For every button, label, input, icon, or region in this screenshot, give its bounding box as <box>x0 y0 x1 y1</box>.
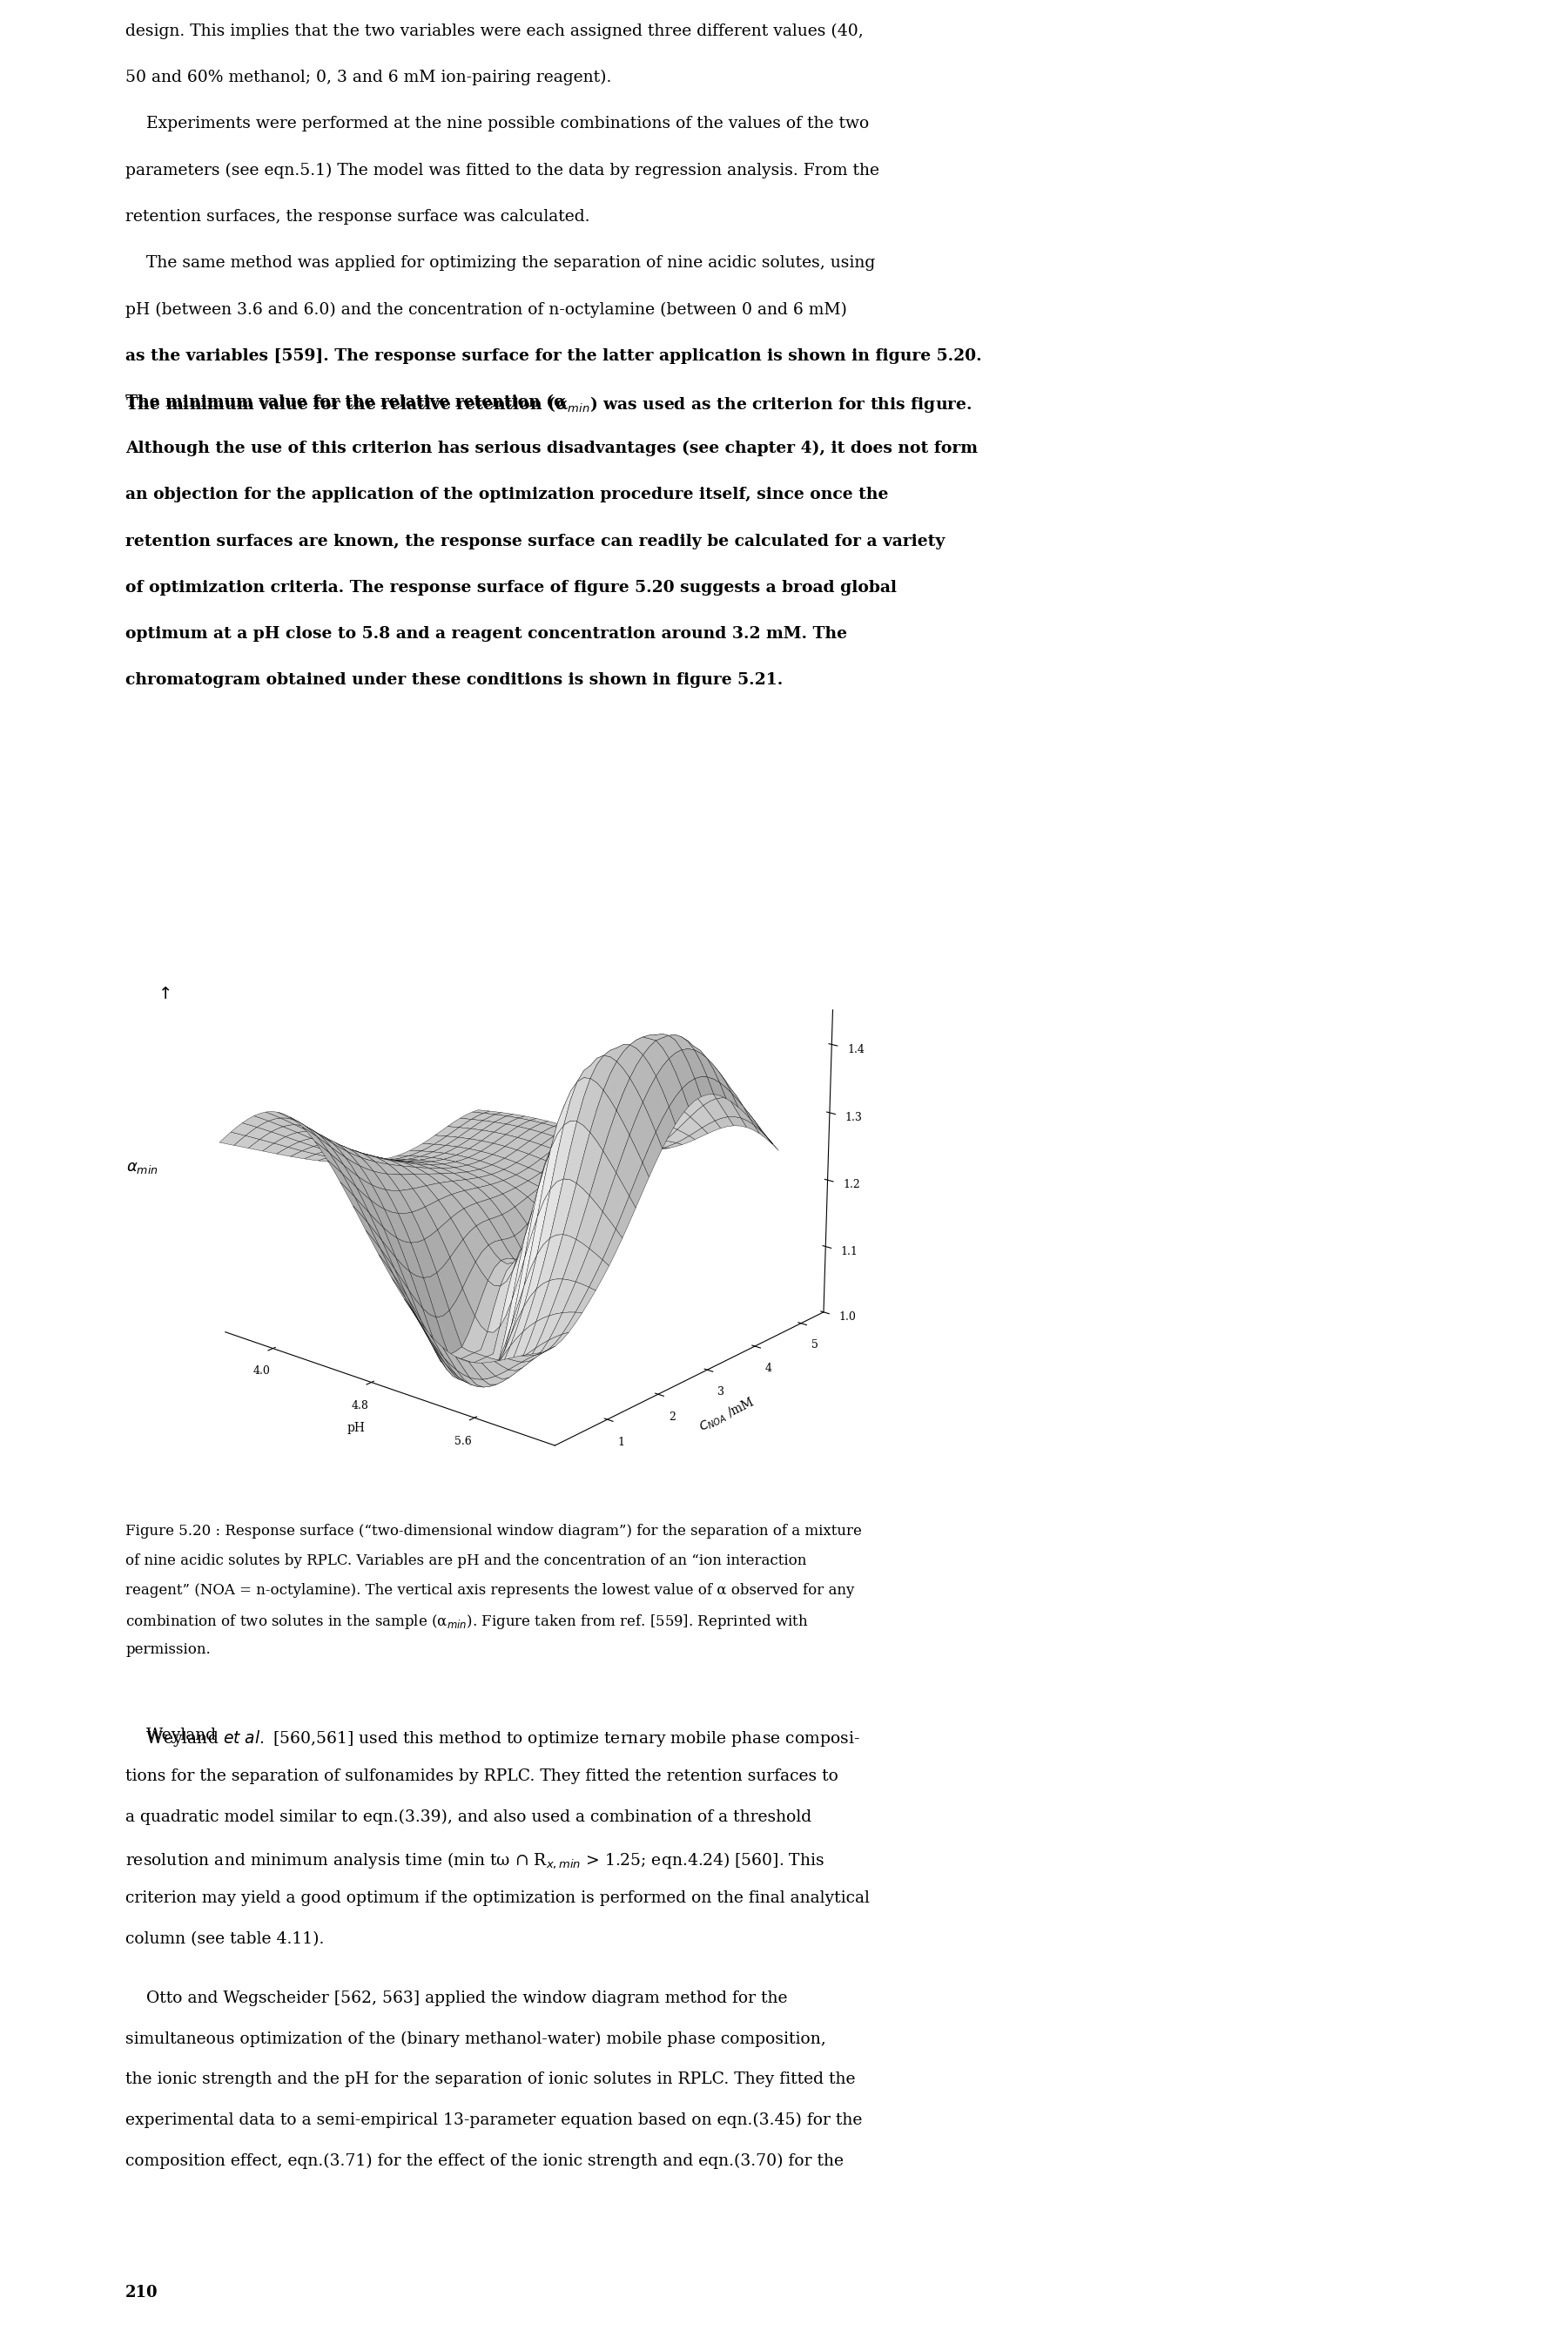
Text: $\alpha_{min}$: $\alpha_{min}$ <box>127 1159 158 1176</box>
Text: column (see table 4.11).: column (see table 4.11). <box>125 1933 325 1947</box>
Text: parameters (see eqn.5.1) The model was fitted to the data by regression analysis: parameters (see eqn.5.1) The model was f… <box>125 162 880 179</box>
Text: retention surfaces are known, the response surface can readily be calculated for: retention surfaces are known, the respon… <box>125 534 946 550</box>
Text: composition effect, eqn.(3.71) for the effect of the ionic strength and eqn.(3.7: composition effect, eqn.(3.71) for the e… <box>125 2154 844 2170</box>
X-axis label: pH: pH <box>348 1422 365 1434</box>
Text: pH (between 3.6 and 6.0) and the concentration of n-octylamine (between 0 and 6 : pH (between 3.6 and 6.0) and the concent… <box>125 301 847 317</box>
Text: experimental data to a semi-empirical 13-parameter equation based on eqn.(3.45) : experimental data to a semi-empirical 13… <box>125 2114 862 2128</box>
Text: the ionic strength and the pH for the separation of ionic solutes in RPLC. They : the ionic strength and the pH for the se… <box>125 2071 856 2088</box>
Text: retention surfaces, the response surface was calculated.: retention surfaces, the response surface… <box>125 209 590 226</box>
Text: optimum at a pH close to 5.8 and a reagent concentration around 3.2 mM. The: optimum at a pH close to 5.8 and a reage… <box>125 625 847 642</box>
Text: Otto and Wegscheider [562, 563] applied the window diagram method for the: Otto and Wegscheider [562, 563] applied … <box>125 1991 787 2005</box>
Text: tions for the separation of sulfonamides by RPLC. They fitted the retention surf: tions for the separation of sulfonamides… <box>125 1768 839 1784</box>
Y-axis label: $C_{NOA}$ /mM: $C_{NOA}$ /mM <box>698 1394 757 1434</box>
Text: criterion may yield a good optimum if the optimization is performed on the final: criterion may yield a good optimum if th… <box>125 1890 870 1907</box>
Text: The minimum value for the relative retention (α: The minimum value for the relative reten… <box>125 395 566 409</box>
Text: a quadratic model similar to eqn.(3.39), and also used a combination of a thresh: a quadratic model similar to eqn.(3.39),… <box>125 1810 812 1824</box>
Text: an objection for the application of the optimization procedure itself, since onc: an objection for the application of the … <box>125 487 889 503</box>
Text: combination of two solutes in the sample (α$_{min}$). Figure taken from ref. [55: combination of two solutes in the sample… <box>125 1613 809 1632</box>
Text: simultaneous optimization of the (binary methanol-water) mobile phase compositio: simultaneous optimization of the (binary… <box>125 2031 826 2048</box>
Text: The same method was applied for optimizing the separation of nine acidic solutes: The same method was applied for optimizi… <box>125 256 875 270</box>
Text: Experiments were performed at the nine possible combinations of the values of th: Experiments were performed at the nine p… <box>125 115 869 132</box>
Text: design. This implies that the two variables were each assigned three different v: design. This implies that the two variab… <box>125 24 864 40</box>
Text: ↑: ↑ <box>158 985 172 1002</box>
Text: resolution and minimum analysis time (min tω ∩ R$_{x,min}$ > 1.25; eqn.4.24) [56: resolution and minimum analysis time (mi… <box>125 1850 825 1869</box>
Text: permission.: permission. <box>125 1641 210 1657</box>
Text: as the variables [559]. The response surface for the latter application is shown: as the variables [559]. The response sur… <box>125 348 982 364</box>
Text: Weyland $\it{et\ al.}$ [560,561] used this method to optimize ternary mobile pha: Weyland $\it{et\ al.}$ [560,561] used th… <box>125 1728 861 1749</box>
Text: of optimization criteria. The response surface of figure 5.20 suggests a broad g: of optimization criteria. The response s… <box>125 581 897 595</box>
Text: Weyland: Weyland <box>125 1728 221 1744</box>
Text: reagent” (NOA = n-octylamine). The vertical axis represents the lowest value of : reagent” (NOA = n-octylamine). The verti… <box>125 1582 855 1599</box>
Text: 50 and 60% methanol; 0, 3 and 6 mM ion-pairing reagent).: 50 and 60% methanol; 0, 3 and 6 mM ion-p… <box>125 71 612 85</box>
Text: Figure 5.20 : Response surface (“two-dimensional window diagram”) for the separa: Figure 5.20 : Response surface (“two-dim… <box>125 1523 862 1538</box>
Text: chromatogram obtained under these conditions is shown in figure 5.21.: chromatogram obtained under these condit… <box>125 672 782 689</box>
Text: The minimum value for the relative retention (α$_{min}$) was used as the criteri: The minimum value for the relative reten… <box>125 395 972 414</box>
Text: 210: 210 <box>125 2285 158 2299</box>
Text: Although the use of this criterion has serious disadvantages (see chapter 4), it: Although the use of this criterion has s… <box>125 440 978 456</box>
Text: of nine acidic solutes by RPLC. Variables are pH and the concentration of an “io: of nine acidic solutes by RPLC. Variable… <box>125 1554 806 1568</box>
